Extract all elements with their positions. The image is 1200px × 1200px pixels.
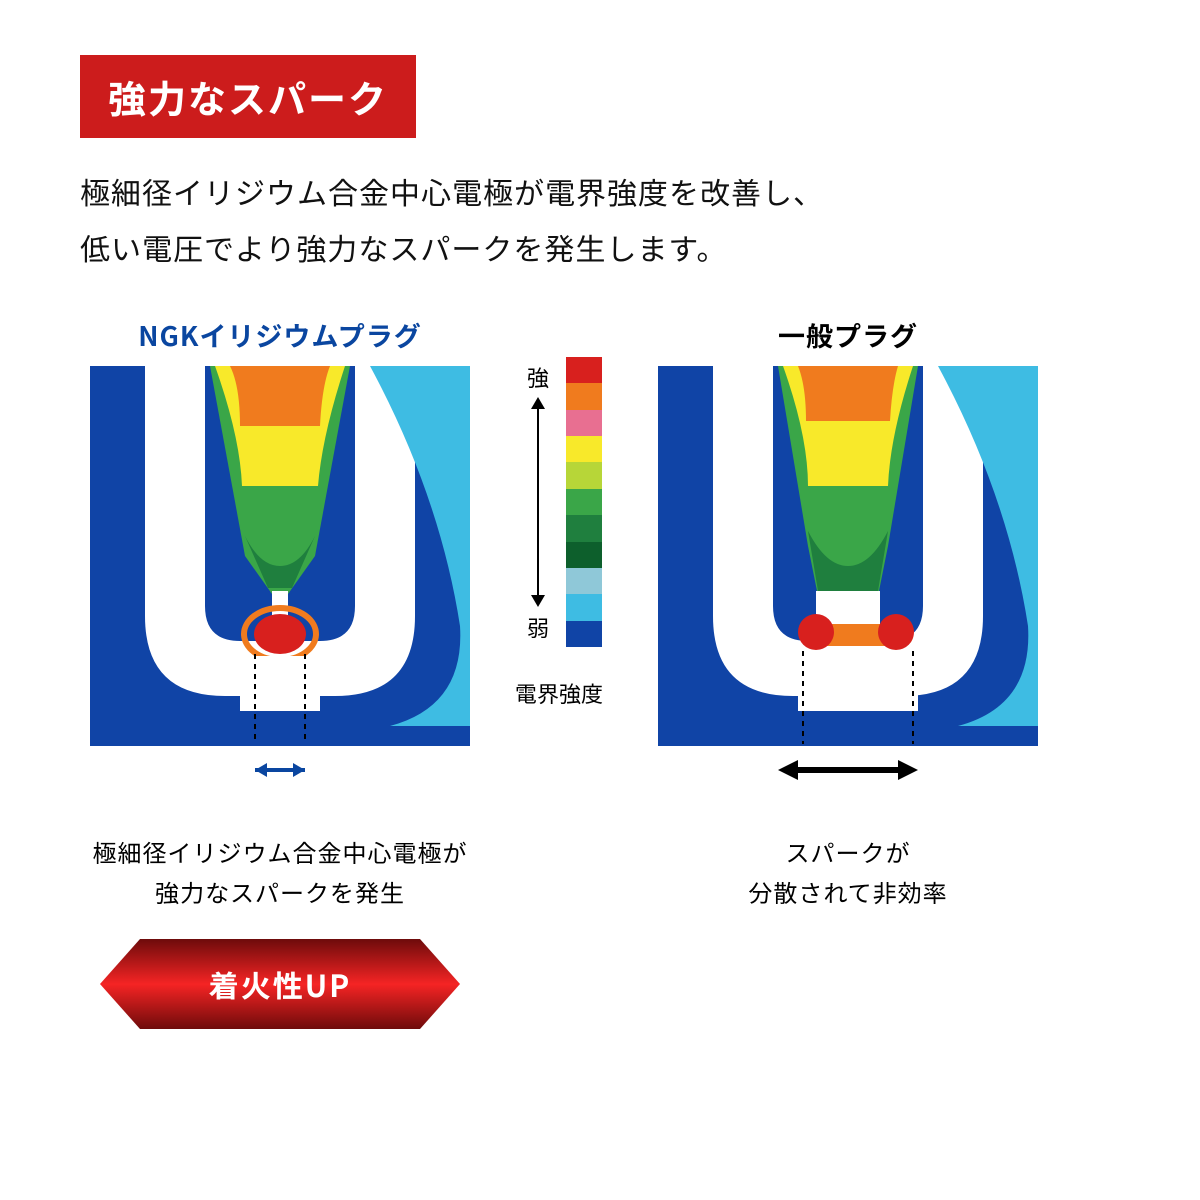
desc-line-1: 極細径イリジウム合金中心電極が電界強度を改善し、	[80, 169, 824, 213]
desc-line-2: 低い電圧でより強力なスパークを発生します。	[80, 225, 727, 269]
legend-column: 強 弱 電界強度	[484, 315, 634, 709]
right-diagram-svg	[658, 366, 1038, 746]
legend-swatch	[566, 357, 602, 383]
left-plug-title: NGKイリジウムプラグ	[138, 315, 421, 354]
left-column: NGKイリジウムプラグ	[80, 315, 480, 1029]
comparison-row: NGKイリジウムプラグ	[80, 315, 1120, 1029]
legend-strong-label: 強	[527, 361, 549, 393]
legend-weak-label: 弱	[527, 611, 549, 643]
left-diagram-svg	[90, 366, 470, 746]
right-plug-title: 一般プラグ	[778, 315, 918, 354]
left-gap-arrow	[235, 752, 325, 788]
result-tag-text: 着火性UP	[209, 962, 351, 1006]
legend-caption: 電界強度	[515, 677, 603, 709]
right-column: 一般プラグ	[648, 315, 1048, 911]
legend-color-bar	[566, 357, 602, 647]
legend-swatch	[566, 621, 602, 647]
right-caption-1: スパークが	[786, 834, 911, 869]
legend-swatch	[566, 410, 602, 436]
right-caption-2: 分散されて非効率	[748, 874, 947, 909]
legend-swatch	[566, 568, 602, 594]
right-caption: スパークが 分散されて非効率	[748, 832, 947, 911]
right-gap-arrow	[768, 752, 928, 788]
left-diagram	[90, 366, 470, 746]
result-tag: 着火性UP	[100, 939, 460, 1029]
legend-swatch	[566, 542, 602, 568]
legend-arrow-col: 強 弱	[516, 357, 560, 647]
legend-swatch	[566, 489, 602, 515]
legend-swatch	[566, 436, 602, 462]
legend-swatch	[566, 515, 602, 541]
legend-swatch	[566, 594, 602, 620]
right-diagram	[658, 366, 1038, 746]
section-description: 極細径イリジウム合金中心電極が電界強度を改善し、 低い電圧でより強力なスパークを…	[80, 164, 1120, 275]
left-caption: 極細径イリジウム合金中心電極が 強力なスパークを発生	[93, 832, 468, 911]
left-caption-2: 強力なスパークを発生	[155, 874, 405, 909]
section-title-badge: 強力なスパーク	[80, 55, 416, 138]
legend-arrow-line	[537, 399, 539, 605]
legend-swatch	[566, 462, 602, 488]
left-caption-1: 極細径イリジウム合金中心電極が	[93, 834, 468, 869]
legend-swatch	[566, 383, 602, 409]
legend-scale: 強 弱	[516, 357, 602, 647]
